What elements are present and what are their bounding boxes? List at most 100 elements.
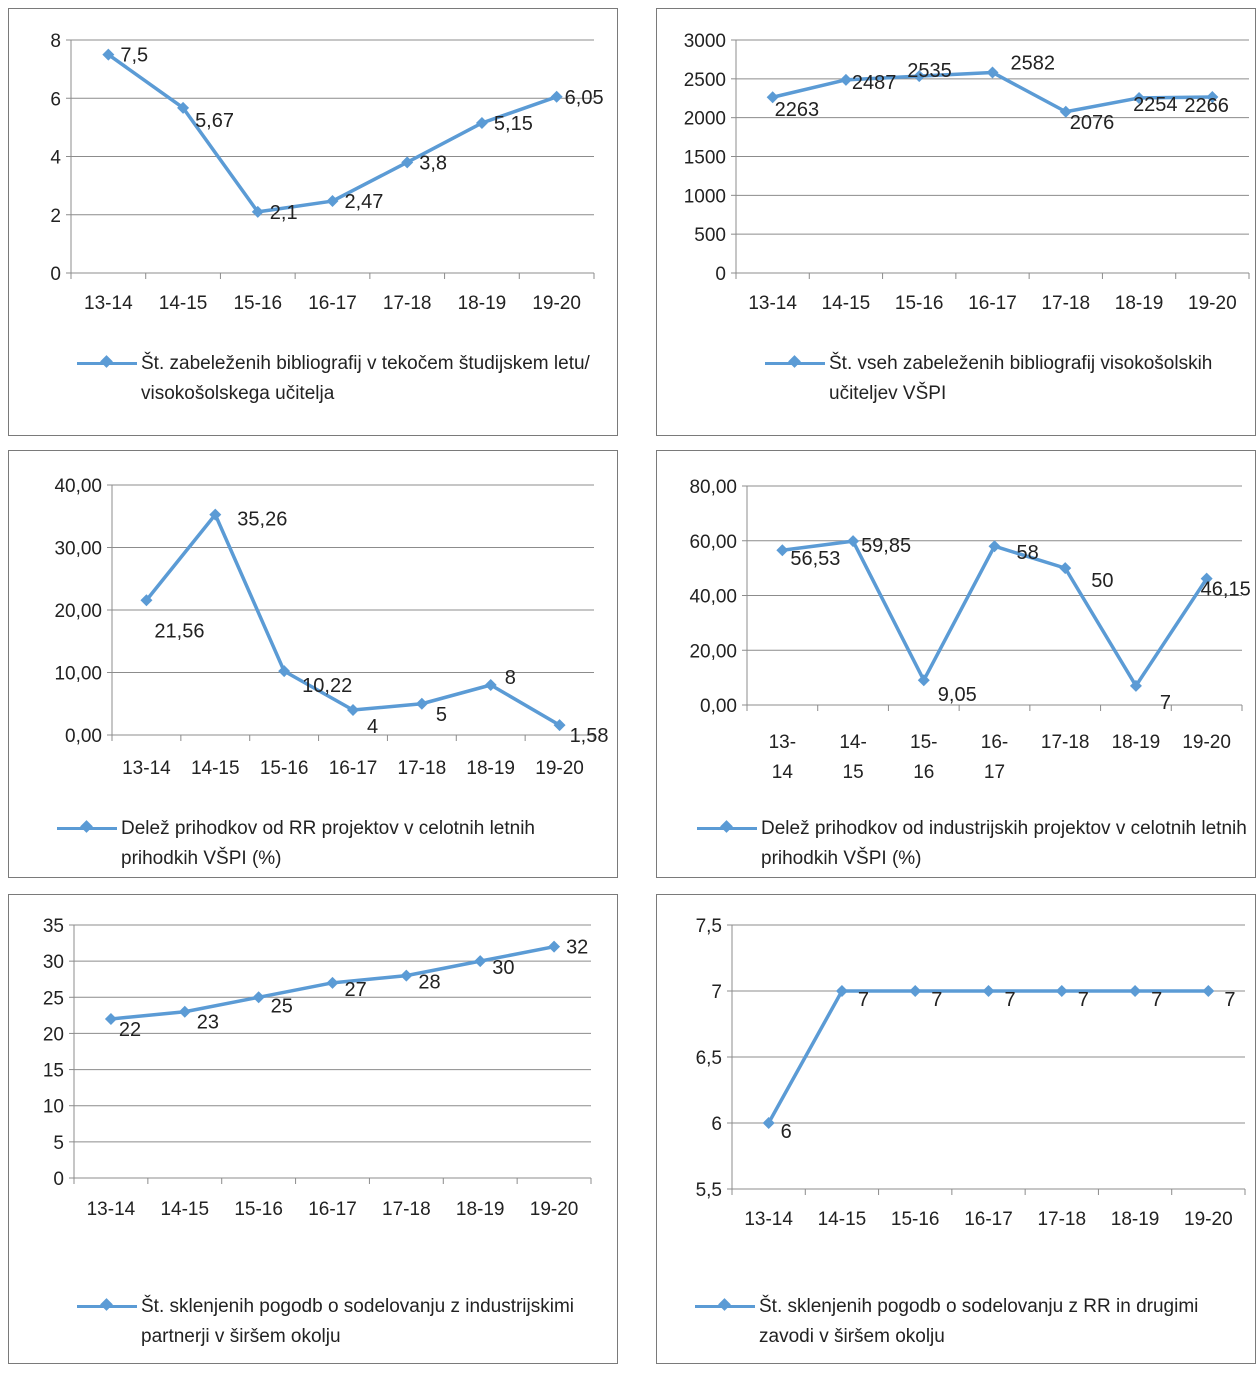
y-tick-label: 7 <box>711 982 722 1003</box>
chart-panel-1: 0 2 4 6 8 13-14 14-15 15-16 16-17 17-18 18-19 19-20… <box>8 8 618 436</box>
chart-panel-3: 0,00 10,00 20,00 30,00 40,00 13-14 14-15 15-16 1… <box>8 450 618 878</box>
y-tick-label: 7,5 <box>696 916 722 937</box>
data-label: 28 <box>418 972 440 994</box>
data-label: 7 <box>931 989 942 1011</box>
x-tick-label: 18-19 <box>1111 1209 1160 1230</box>
x-tick-label: 18-19 <box>1115 293 1164 314</box>
data-point <box>104 1012 117 1025</box>
x-tick-label: 13-14 <box>122 758 171 779</box>
x-tick-label: 14- <box>839 732 866 753</box>
y-tick-label: 10 <box>43 1097 64 1118</box>
y-tick-label: 6,5 <box>696 1048 722 1069</box>
y-tick-label: 5,5 <box>696 1180 722 1201</box>
data-point <box>401 156 414 169</box>
x-tick-label: 15- <box>910 732 937 753</box>
y-tick-label: 15 <box>43 1061 64 1082</box>
y-tick-label: 20 <box>43 1024 64 1045</box>
x-tick-label: 19-20 <box>532 293 581 314</box>
chart-3-legend-label: Delež prihodkov od RR projektov v celotn… <box>121 818 535 869</box>
data-label: 9,05 <box>938 684 977 706</box>
x-tick-label: 19-20 <box>530 1199 579 1220</box>
data-label: 8 <box>505 667 516 689</box>
series-line <box>782 539 1209 688</box>
y-tick-label: 2 <box>50 206 61 227</box>
y-tick-label: 35 <box>43 916 64 937</box>
x-tick-label: 15-16 <box>234 1199 283 1220</box>
data-point <box>766 91 779 104</box>
data-point <box>1206 91 1219 104</box>
data-label: 2,1 <box>270 202 298 224</box>
chart-5-svg: 0 5 10 15 20 25 30 35 13-14 14-15 15-16 16-17 17-18 1… <box>43 916 592 1220</box>
data-label: 32 <box>566 937 588 959</box>
data-point <box>835 985 848 997</box>
data-point <box>326 195 339 208</box>
data-point <box>415 697 428 710</box>
x-tick-label: 15-16 <box>233 293 282 314</box>
series-marker-icon <box>77 355 137 368</box>
data-point <box>140 594 153 607</box>
data-label: 7 <box>858 989 869 1011</box>
data-point <box>1059 562 1072 575</box>
x-tick-label: 15-16 <box>895 293 944 314</box>
data-label: 7 <box>1151 989 1162 1011</box>
x-tick-label: 16-17 <box>968 293 1017 314</box>
chart-4-legend-label: Delež prihodkov od industrijskih projekt… <box>761 818 1247 869</box>
data-point <box>400 969 413 982</box>
x-tick-label: 19-20 <box>1184 1209 1233 1230</box>
data-point <box>1055 985 1068 997</box>
x-tick-label: 16- <box>981 732 1008 753</box>
data-point <box>909 985 922 997</box>
data-label: 21,56 <box>154 620 204 642</box>
data-label: 2254 <box>1133 94 1178 116</box>
x-tick-label: 16-17 <box>308 1199 357 1220</box>
data-point <box>326 976 339 989</box>
chart-2-legend-label: Št. vseh zabeleženih bibliografij visoko… <box>829 353 1213 404</box>
x-tick-label: 14 <box>772 762 794 783</box>
chart-3-svg: 0,00 10,00 20,00 30,00 40,00 13-14 14-15 15-16 1… <box>54 476 608 779</box>
series-line <box>107 53 558 214</box>
y-tick-label: 0 <box>715 264 726 285</box>
chart-1-svg: 0 2 4 6 8 13-14 14-15 15-16 16-17 17-18 18-19 19-20… <box>50 31 603 314</box>
x-tick-label: 13-14 <box>84 293 133 314</box>
data-point <box>847 535 860 548</box>
data-point <box>553 719 566 732</box>
x-tick-label: 15-16 <box>891 1209 940 1230</box>
x-tick-label: 17-18 <box>1041 293 1090 314</box>
x-tick-label: 19-20 <box>535 758 584 779</box>
y-tick-label: 2000 <box>684 109 726 130</box>
data-point <box>474 955 487 968</box>
data-label: 5,15 <box>494 113 533 135</box>
y-tick-label: 1500 <box>684 148 726 169</box>
x-tick-label: 16 <box>913 762 934 783</box>
data-label: 7 <box>1160 692 1171 714</box>
data-point <box>475 117 488 130</box>
y-tick-label: 60,00 <box>689 532 737 553</box>
y-tick-label: 30,00 <box>54 539 102 560</box>
data-point <box>548 940 561 953</box>
x-tick-label: 13-14 <box>744 1209 793 1230</box>
data-label: 2266 <box>1184 95 1229 117</box>
y-tick-label: 0,00 <box>700 696 737 717</box>
y-tick-label: 20,00 <box>689 641 737 662</box>
x-tick-label: 14-15 <box>159 293 208 314</box>
data-point <box>347 704 359 716</box>
data-point <box>177 101 190 114</box>
x-tick-label: 18-19 <box>458 293 507 314</box>
series-marker-icon <box>57 820 117 833</box>
y-tick-label: 500 <box>694 225 726 246</box>
chart-4-svg: 0,00 20,00 40,00 60,00 80,00 13- 14 14- 15 15- 16 1… <box>689 477 1251 783</box>
x-tick-label: 16-17 <box>964 1209 1013 1230</box>
y-tick-label: 40,00 <box>54 476 102 497</box>
chart-panel-6: 5,5 6 6,5 7 7,5 13-14 14-15 15-16 16-17 17-18 18-1… <box>656 894 1256 1364</box>
x-tick-label: 18-19 <box>456 1199 505 1220</box>
data-label: 46,15 <box>1201 579 1251 601</box>
x-tick-label: 17-18 <box>383 293 432 314</box>
data-label: 27 <box>345 979 367 1001</box>
series-line <box>145 512 561 727</box>
x-tick-label: 13-14 <box>748 293 797 314</box>
x-tick-label: 17 <box>984 762 1005 783</box>
y-tick-label: 25 <box>43 988 64 1009</box>
x-tick-label: 16-17 <box>308 293 357 314</box>
data-label: 58 <box>1017 542 1039 564</box>
data-label: 25 <box>271 995 293 1017</box>
